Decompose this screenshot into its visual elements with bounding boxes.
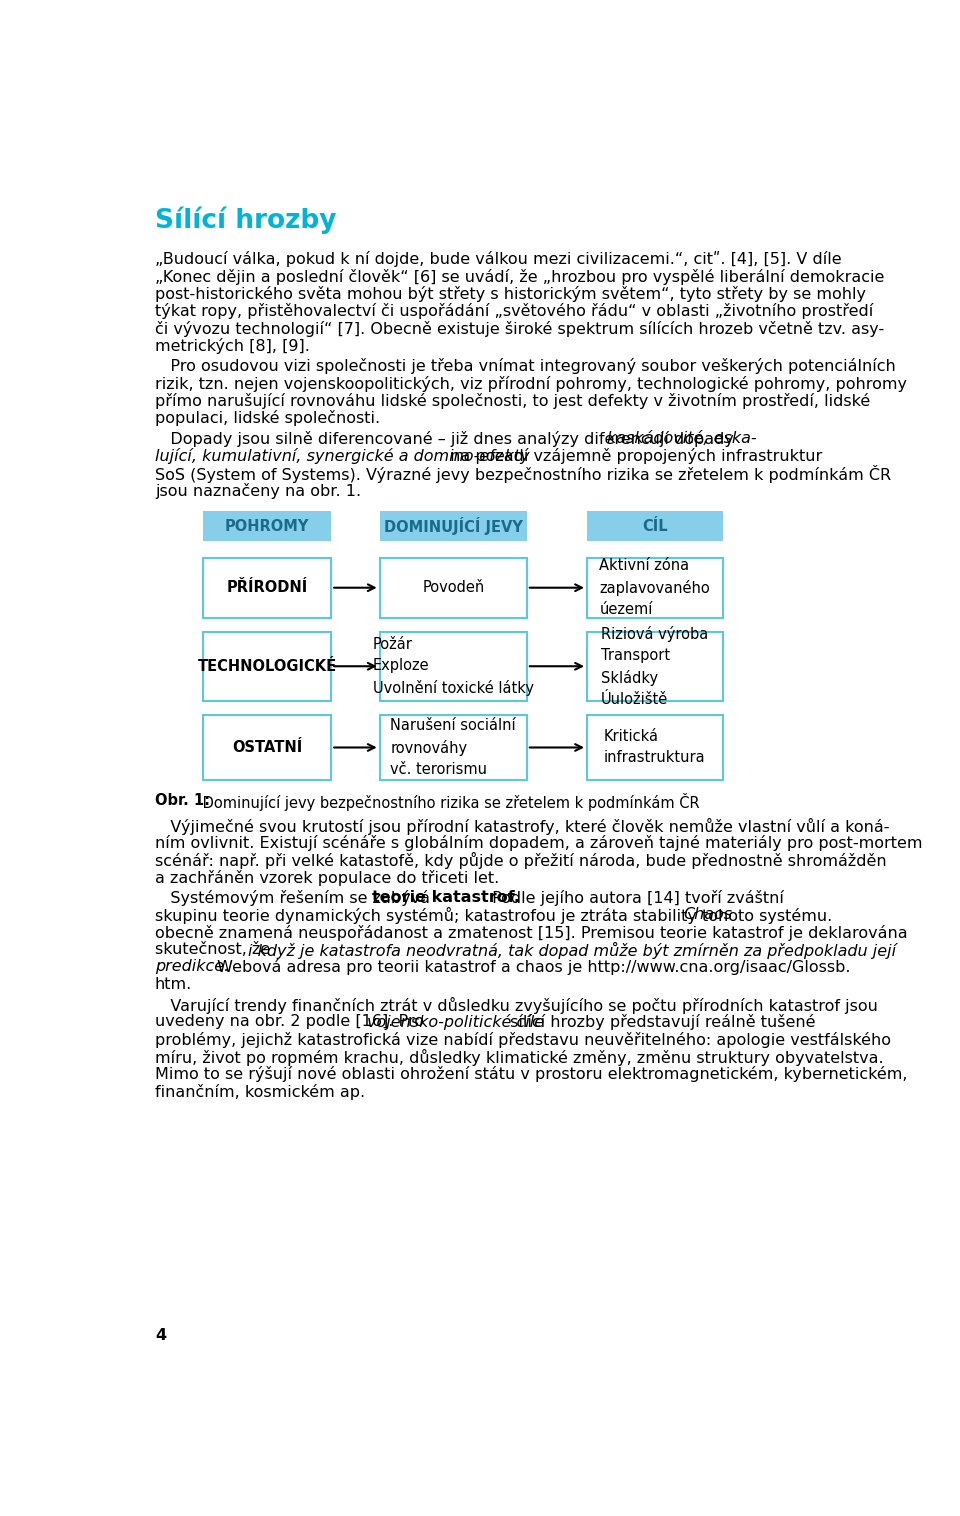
FancyBboxPatch shape (587, 714, 723, 781)
Text: jsou naznačeny na obr. 1.: jsou naznačeny na obr. 1. (155, 482, 361, 499)
FancyBboxPatch shape (204, 632, 331, 700)
Text: skutečnost, že: skutečnost, že (155, 941, 276, 957)
Text: PŘÍRODNÍ: PŘÍRODNÍ (227, 581, 308, 596)
Text: SoS (System of Systems). Výrazné jevy bezpečnostního rizika se zřetelem k podmín: SoS (System of Systems). Výrazné jevy be… (155, 465, 891, 484)
Text: týkat ropy, přistěhovalectví či uspořádání „světového řádu“ v oblasti „životního: týkat ropy, přistěhovalectví či uspořádá… (155, 303, 874, 320)
Text: na pozadí vzájemně propojených infrastruktur: na pozadí vzájemně propojených infrastru… (445, 447, 823, 464)
Text: či vývozu technologií“ [7]. Obecně existuje široké spektrum sílících hrozeb včet: či vývozu technologií“ [7]. Obecně exist… (155, 320, 884, 337)
Text: metrických [8], [9].: metrických [8], [9]. (155, 338, 310, 353)
Text: skupinu teorie dynamických systémů; katastrofou je ztráta stability tohoto systé: skupinu teorie dynamických systémů; kata… (155, 907, 837, 925)
Text: 4: 4 (155, 1328, 166, 1343)
Text: DOMINUJÍCÍ JEVY: DOMINUJÍCÍ JEVY (384, 517, 522, 535)
Text: Riziová výroba
Transport
Skládky
Úuložiště: Riziová výroba Transport Skládky Úuložiš… (601, 626, 708, 706)
Text: Dominující jevy bezpečnostního rizika se zřetelem k podmínkám ČR: Dominující jevy bezpečnostního rizika se… (198, 793, 699, 811)
Text: Výjimečné svou krutostí jsou přírodní katastrofy, které člověk nemůže vlastní vů: Výjimečné svou krutostí jsou přírodní ka… (155, 817, 889, 835)
Text: populaci, lidské společnosti.: populaci, lidské společnosti. (155, 411, 380, 426)
Text: Sílící hrozby: Sílící hrozby (155, 206, 336, 233)
Text: Kritická
infrastruktura: Kritická infrastruktura (604, 729, 706, 766)
FancyBboxPatch shape (587, 511, 723, 541)
Text: Obr. 1:: Obr. 1: (155, 793, 210, 808)
Text: obecně znamená neuspořádanost a zmatenost [15]. Premisou teorie katastrof je dek: obecně znamená neuspořádanost a zmatenos… (155, 925, 907, 940)
Text: Pro osudovou vizi společnosti je třeba vnímat integrovaný soubor veškerých poten: Pro osudovou vizi společnosti je třeba v… (155, 358, 896, 374)
Text: scénář: např. při velké katastofě, kdy půjde o přežití národa, bude přednostně s: scénář: např. při velké katastofě, kdy p… (155, 852, 886, 869)
Text: vojensko-politické cíle: vojensko-politické cíle (368, 1014, 544, 1031)
Text: Chaos: Chaos (684, 907, 732, 922)
Text: Povodeň: Povodeň (422, 581, 485, 596)
Text: lující, kumulativní, synergické a domino-efekty: lující, kumulativní, synergické a domino… (155, 447, 530, 464)
Text: Systémovým řešením se zabývá: Systémovým řešením se zabývá (155, 890, 435, 907)
Text: finančním, kosmickém ap.: finančním, kosmickém ap. (155, 1084, 365, 1099)
Text: přímo narušující rovnováhu lidské společnosti, to jest defekty v životním prostř: přímo narušující rovnováhu lidské společ… (155, 393, 870, 409)
Text: Aktivní zóna
zaplavovaného
úezemí: Aktivní zóna zaplavovaného úezemí (599, 558, 710, 617)
Text: rizik, tzn. nejen vojenskoopolitických, viz přírodní pohromy, technologické pohr: rizik, tzn. nejen vojenskoopolitických, … (155, 376, 907, 391)
Text: CÍL: CÍL (642, 518, 667, 534)
Text: sílící hrozby představují reálně tušené: sílící hrozby představují reálně tušené (505, 1014, 815, 1031)
Text: POHROMY: POHROMY (225, 518, 309, 534)
FancyBboxPatch shape (587, 632, 723, 700)
Text: „Budoucí válka, pokud k ní dojde, bude válkou mezi civilizacemi.“, citʺ. [4], [5: „Budoucí válka, pokud k ní dojde, bude v… (155, 252, 842, 267)
FancyBboxPatch shape (587, 558, 723, 617)
Text: kaskádovité, eska-: kaskádovité, eska- (608, 431, 757, 446)
Text: Mimo to se rýšují nové oblasti ohrožení státu v prostoru elektromagnetickém, kyb: Mimo to se rýšují nové oblasti ohrožení … (155, 1066, 907, 1082)
Text: i když je katastrofa neodvratná, tak dopad může být zmírněn za předpokladu její: i když je katastrofa neodvratná, tak dop… (249, 941, 897, 960)
Text: OSTATNÍ: OSTATNÍ (232, 740, 302, 755)
FancyBboxPatch shape (379, 511, 527, 541)
FancyBboxPatch shape (204, 714, 331, 781)
Text: míru, život po ropmém krachu, důsledky klimatické změny, změnu struktury obyvate: míru, život po ropmém krachu, důsledky k… (155, 1049, 883, 1066)
Text: a zachřáněn vzorek populace do třiceti let.: a zachřáněn vzorek populace do třiceti l… (155, 870, 499, 885)
FancyBboxPatch shape (204, 558, 331, 617)
Text: „Konec dějin a poslední člověk“ [6] se uvádí, že „hrozbou pro vyspělé liberální : „Konec dějin a poslední člověk“ [6] se u… (155, 268, 884, 285)
FancyBboxPatch shape (204, 511, 331, 541)
FancyBboxPatch shape (379, 632, 527, 700)
Text: htm.: htm. (155, 976, 192, 991)
Text: uvedeny na obr. 2 podle [16]. Pro: uvedeny na obr. 2 podle [16]. Pro (155, 1014, 429, 1029)
FancyBboxPatch shape (379, 558, 527, 617)
Text: teorie katastrof.: teorie katastrof. (372, 890, 520, 905)
Text: problémy, jejichž katastrofická vize nabídí představu neuvěřitelného: apologie v: problémy, jejichž katastrofická vize nab… (155, 1031, 891, 1048)
Text: post-historického světa mohou být střety s historickým světem“, tyto střety by s: post-historického světa mohou být střety… (155, 287, 866, 302)
Text: Dopady jsou silně diferencované – již dnes analýzy diferencují dopady: Dopady jsou silně diferencované – již dn… (155, 431, 739, 447)
Text: Podle jejího autora [14] tvoří zváštní: Podle jejího autora [14] tvoří zváštní (487, 890, 783, 907)
Text: predikce.: predikce. (155, 960, 229, 975)
Text: Webová adresa pro teorii katastrof a chaos je http://www.cna.org/isaac/Glossb.: Webová adresa pro teorii katastrof a cha… (212, 960, 851, 975)
Text: TECHNOLOGICKÉ: TECHNOLOGICKÉ (198, 659, 337, 673)
Text: ním ovlivnit. Existují scénáře s globálním dopadem, a zároveň tajné materiály pr: ním ovlivnit. Existují scénáře s globáln… (155, 835, 923, 850)
Text: Požár
Exploze
Uvolnění toxické látky: Požár Exploze Uvolnění toxické látky (372, 637, 534, 696)
Text: Varující trendy finančních ztrát v důsledku zvyšujícího se počtu přírodních kata: Varující trendy finančních ztrát v důsle… (155, 998, 877, 1014)
Text: Narušení sociální
rovnováhy
vč. terorismu: Narušení sociální rovnováhy vč. terorism… (391, 719, 516, 776)
FancyBboxPatch shape (379, 714, 527, 781)
